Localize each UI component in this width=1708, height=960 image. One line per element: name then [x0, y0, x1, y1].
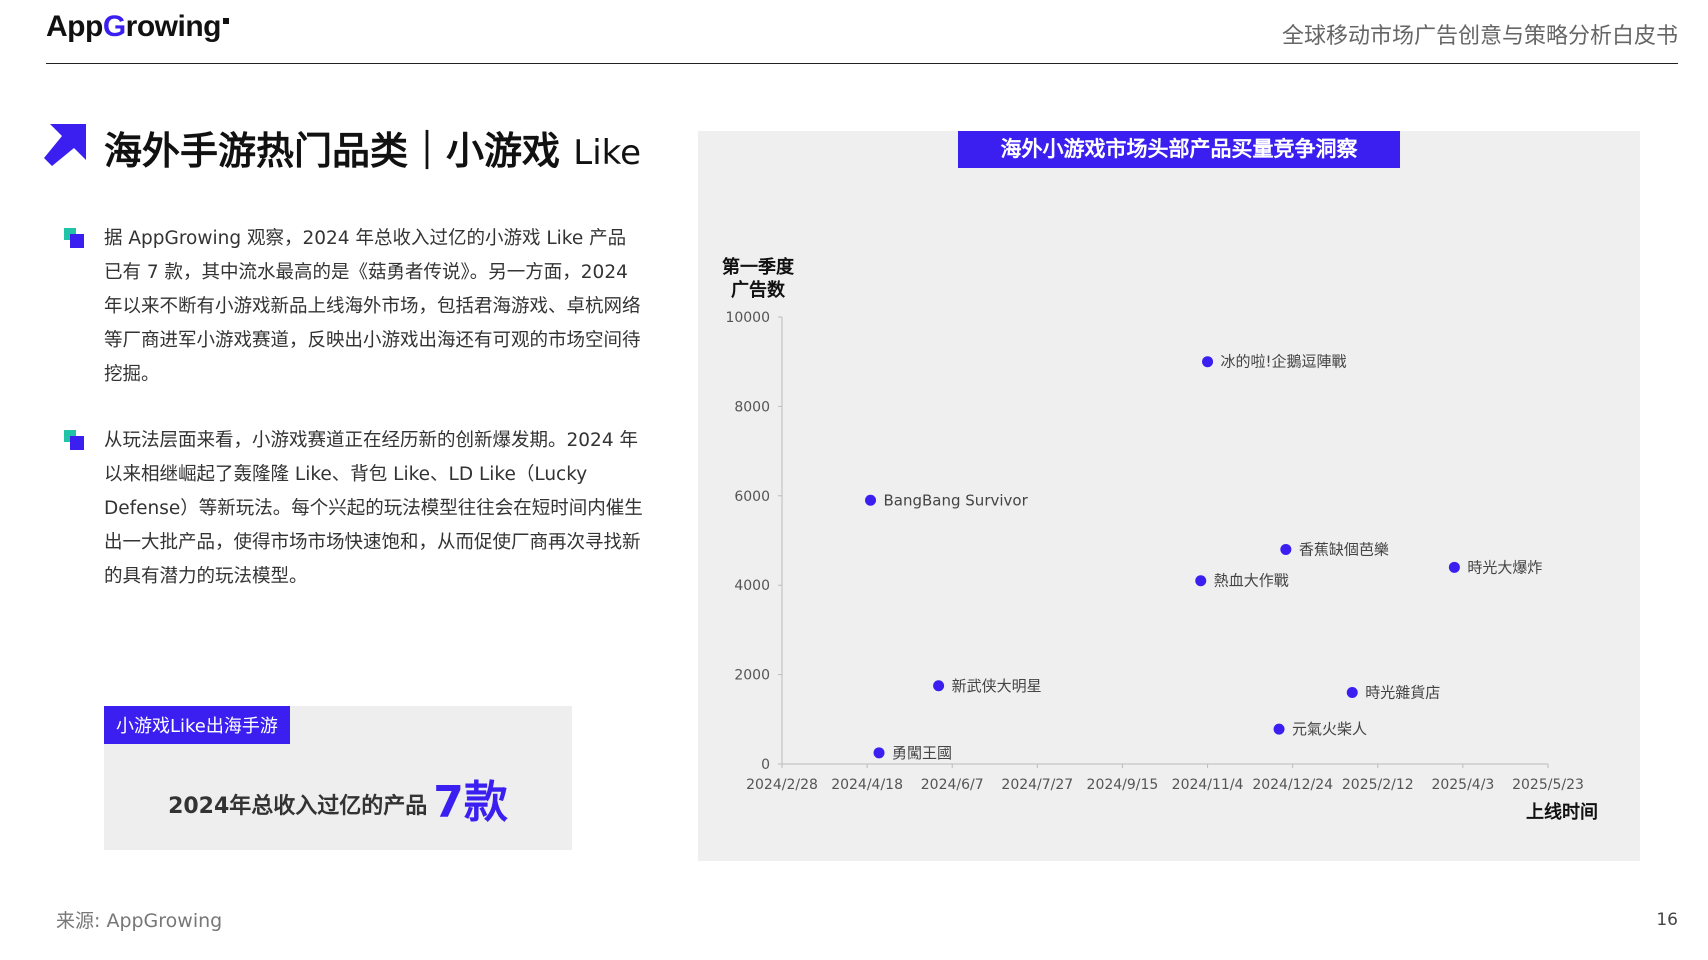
x-tick-label: 2024/9/15: [1087, 777, 1159, 793]
x-tick-label: 2024/4/18: [831, 777, 903, 793]
y-axis-label-line2: 广告数: [731, 279, 786, 301]
y-axis-label-line1: 第一季度: [722, 256, 795, 278]
section-title: 海外手游热门品类｜小游戏 Like: [104, 120, 641, 175]
x-tick-label: 2024/11/4: [1172, 777, 1244, 793]
bullet-item: 据 AppGrowing 观察，2024 年总收入过亿的小游戏 Like 产品已…: [64, 222, 644, 392]
bullet-item: 从玩法层面来看，小游戏赛道正在经历新的创新爆发期。2024 年以来相继崛起了轰隆…: [64, 424, 644, 594]
data-point-label: 勇闖王國: [892, 744, 952, 762]
data-point-label: 時光雜貨店: [1365, 683, 1440, 701]
arrow-up-right-icon: [44, 124, 86, 166]
bullet-square-icon: [64, 228, 84, 248]
header-divider: [46, 63, 1678, 64]
y-tick-label: 10000: [725, 310, 770, 326]
data-point: [1273, 723, 1285, 735]
brand-logo: AppGrowing: [46, 10, 229, 44]
bullet-text: 从玩法层面来看，小游戏赛道正在经历新的创新爆发期。2024 年以来相继崛起了轰隆…: [104, 430, 643, 587]
data-point: [933, 680, 945, 692]
chart-title: 海外小游戏市场头部产品买量竞争洞察: [958, 131, 1400, 168]
section-title-like: Like: [573, 133, 642, 173]
x-tick-label: 2024/7/27: [1001, 777, 1073, 793]
data-point: [1280, 543, 1292, 555]
x-tick-label: 2024/12/24: [1252, 777, 1333, 793]
data-point: [1448, 561, 1460, 573]
logo-prefix: App: [46, 10, 103, 43]
stat-label: 2024年总收入过亿的产品: [168, 794, 428, 819]
y-tick-label: 6000: [734, 489, 770, 505]
x-tick-label: 2024/6/7: [921, 777, 984, 793]
stat-value: 7款: [433, 777, 508, 828]
x-tick-label: 2025/2/12: [1342, 777, 1414, 793]
data-point: [1195, 575, 1207, 587]
footer-source: 来源: AppGrowing: [56, 910, 223, 932]
logo-suffix: rowing: [125, 10, 222, 43]
bullet-text: 据 AppGrowing 观察，2024 年总收入过亿的小游戏 Like 产品已…: [104, 228, 641, 385]
data-point-label: 新武侠大明星: [952, 677, 1042, 695]
y-tick-label: 8000: [734, 399, 770, 415]
scatter-chart: 0 2000 4000 6000 8000 10000 2024/2/28 2024/4/18…: [722, 256, 1598, 823]
stat-card: 小游戏Like出海手游 2024年总收入过亿的产品 7款: [104, 706, 572, 850]
y-tick-label: 4000: [734, 578, 770, 594]
x-tick-label: 2025/5/23: [1512, 777, 1584, 793]
data-point-label: 冰的啦!企鵝逗陣戰: [1221, 353, 1347, 371]
x-axis-label: 上线时间: [1526, 801, 1598, 823]
y-tick-label: 0: [761, 757, 770, 773]
data-point: [873, 747, 885, 759]
data-point-label: 時光大爆炸: [1467, 558, 1542, 576]
section-title-main: 海外手游热门品类｜小游戏: [104, 129, 561, 173]
data-point-label: BangBang Survivor: [884, 491, 1029, 509]
page-number: 16: [1656, 910, 1678, 930]
chart-panel: [698, 131, 1640, 861]
logo-accent: G: [102, 10, 126, 43]
bullet-square-icon: [64, 430, 84, 450]
x-tick-label: 2024/2/28: [746, 777, 818, 793]
y-tick-label: 2000: [734, 668, 770, 684]
document-title: 全球移动市场广告创意与策略分析白皮书: [1281, 24, 1678, 49]
data-point: [1346, 686, 1358, 698]
x-tick-label: 2025/4/3: [1431, 777, 1494, 793]
data-point-label: 元氣火柴人: [1292, 720, 1367, 738]
data-point: [865, 494, 877, 506]
stat-line: 2024年总收入过亿的产品 7款: [104, 766, 572, 830]
stat-tag: 小游戏Like出海手游: [104, 706, 290, 744]
logo-square-icon: [223, 18, 229, 24]
data-point: [1202, 356, 1214, 368]
data-point-label: 熱血大作戰: [1214, 572, 1289, 590]
data-point-label: 香蕉缺個芭樂: [1299, 540, 1389, 558]
